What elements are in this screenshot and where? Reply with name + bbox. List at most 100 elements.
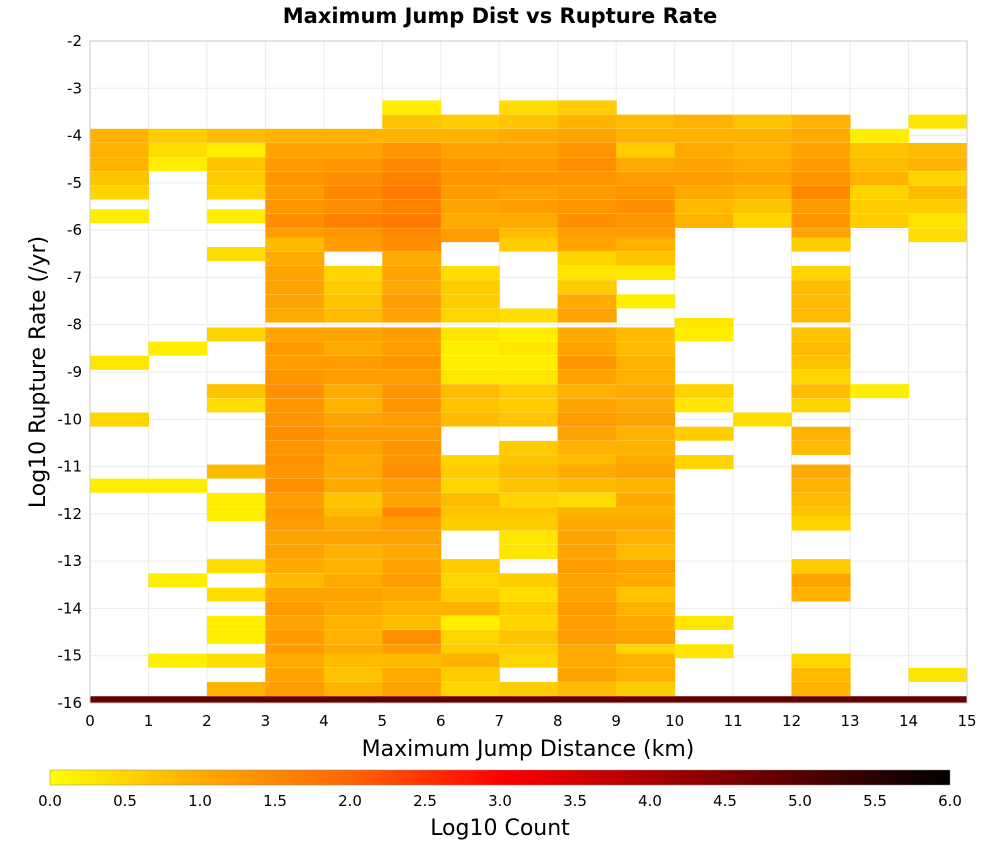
- heatmap-cell: [616, 213, 676, 228]
- colorbar-label: Log10 Count: [430, 816, 570, 841]
- heatmap-cell: [499, 464, 559, 479]
- heatmap-cell: [499, 128, 559, 143]
- heatmap-cell: [148, 341, 208, 356]
- heatmap-cell: [557, 653, 617, 668]
- heatmap-cell: [616, 157, 676, 172]
- heatmap-cell: [908, 228, 968, 243]
- colorbar-tick-label: 0.0: [38, 792, 62, 810]
- heatmap-cell: [323, 615, 383, 630]
- heatmap-cell: [323, 682, 383, 697]
- heatmap-cell: [499, 143, 559, 158]
- heatmap-cell: [557, 696, 617, 704]
- heatmap-cell: [206, 398, 266, 413]
- heatmap-cell: [616, 128, 676, 143]
- heatmap-cell: [791, 696, 851, 704]
- colorbar: [49, 769, 951, 786]
- heatmap-cell: [382, 143, 442, 158]
- heatmap-cell: [382, 426, 442, 441]
- heatmap-cell: [850, 696, 910, 704]
- heatmap-cell: [265, 587, 325, 602]
- heatmap-cell: [674, 143, 734, 158]
- colorbar-tick-label: 5.0: [788, 792, 812, 810]
- x-tick-label: 7: [494, 712, 504, 730]
- heatmap-cell: [616, 251, 676, 266]
- heatmap-cell: [440, 559, 500, 574]
- colorbar-tick-label: 1.5: [263, 792, 287, 810]
- heatmap-cell: [791, 587, 851, 602]
- heatmap-cell: [499, 157, 559, 172]
- heatmap-cell: [265, 308, 325, 323]
- heatmap-cell: [791, 128, 851, 143]
- heatmap-cell: [674, 213, 734, 228]
- heatmap-cell: [557, 573, 617, 588]
- heatmap-cell: [850, 185, 910, 200]
- x-tick-label: 6: [436, 712, 446, 730]
- heatmap-cell: [206, 185, 266, 200]
- heatmap-cell: [733, 128, 793, 143]
- heatmap-cell: [440, 199, 500, 214]
- heatmap-cell: [616, 516, 676, 531]
- heatmap-cell: [557, 157, 617, 172]
- heatmap-cell: [265, 696, 325, 704]
- y-tick-label: -3: [67, 79, 82, 97]
- heatmap-cell: [557, 251, 617, 266]
- heatmap-cell: [440, 308, 500, 323]
- heatmap-cell: [206, 653, 266, 668]
- heatmap-cell: [382, 384, 442, 399]
- heatmap-cell: [265, 559, 325, 574]
- heatmap-cell: [323, 237, 383, 252]
- heatmap-cell: [499, 308, 559, 323]
- heatmap-cell: [557, 114, 617, 129]
- heatmap-cell: [440, 464, 500, 479]
- y-axis-label: Log10 Rupture Rate (/yr): [26, 236, 51, 508]
- heatmap-cell: [791, 369, 851, 384]
- heatmap-cell: [90, 355, 149, 370]
- heatmap-cell: [557, 237, 617, 252]
- heatmap-cell: [440, 630, 500, 645]
- heatmap-cell: [265, 369, 325, 384]
- heatmap-cell: [265, 171, 325, 186]
- heatmap-cell: [265, 143, 325, 158]
- heatmap-cell: [90, 185, 149, 200]
- heatmap-cell: [908, 667, 968, 682]
- colorbar-tick-label: 0.5: [113, 792, 137, 810]
- heatmap-cell: [499, 398, 559, 413]
- heatmap-cell: [440, 682, 500, 697]
- heatmap-cell: [557, 265, 617, 280]
- heatmap-cell: [557, 682, 617, 697]
- heatmap-cell: [323, 384, 383, 399]
- heatmap-cell: [382, 251, 442, 266]
- heatmap-cell: [382, 653, 442, 668]
- heatmap-cell: [616, 114, 676, 129]
- heatmap-cell: [323, 573, 383, 588]
- heatmap-cell: [323, 653, 383, 668]
- heatmap-cell: [557, 516, 617, 531]
- heatmap-cell: [265, 544, 325, 559]
- heatmap-cell: [323, 530, 383, 545]
- y-tick-label: -14: [58, 599, 83, 617]
- heatmap-cell: [674, 644, 734, 659]
- heatmap-cell: [265, 667, 325, 682]
- heatmap-cell: [206, 559, 266, 574]
- heatmap-cell: [674, 171, 734, 186]
- heatmap-cell: [499, 369, 559, 384]
- heatmap-cell: [206, 128, 266, 143]
- heatmap-cell: [440, 280, 500, 295]
- heatmap-cell: [265, 355, 325, 370]
- x-tick-label: 11: [724, 712, 743, 730]
- heatmap-cell: [323, 464, 383, 479]
- heatmap-cell: [557, 412, 617, 427]
- heatmap-cell: [206, 587, 266, 602]
- heatmap-cell: [265, 128, 325, 143]
- heatmap-cell: [440, 355, 500, 370]
- heatmap-cell: [323, 398, 383, 413]
- heatmap-cell: [791, 682, 851, 697]
- heatmap-cell: [382, 630, 442, 645]
- heatmap-cell: [323, 308, 383, 323]
- heatmap-cell: [499, 384, 559, 399]
- heatmap-cell: [791, 667, 851, 682]
- heatmap-cell: [616, 237, 676, 252]
- heatmap-cell: [850, 171, 910, 186]
- heatmap-cell: [616, 615, 676, 630]
